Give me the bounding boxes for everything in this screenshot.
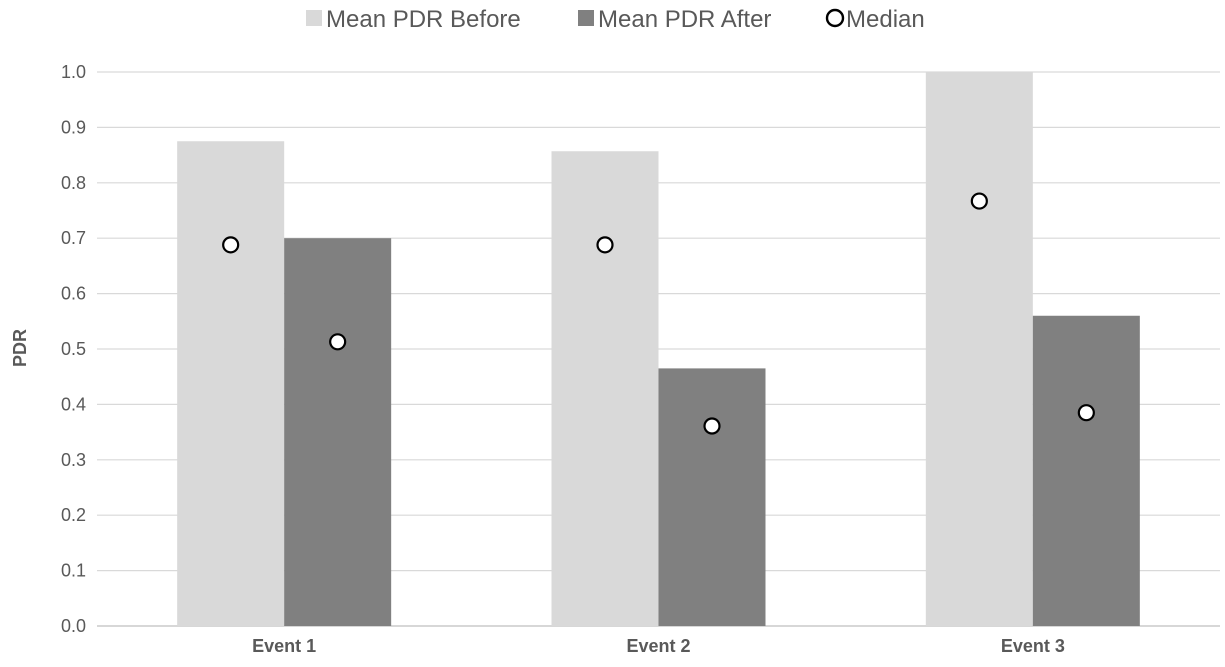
y-axis-ticks: 0.0 0.1 0.2 0.3 0.4 0.5 0.6 0.7 0.8 0.9 1.0 <box>61 62 86 636</box>
y-tick-label: 0.6 <box>61 284 86 304</box>
median-marker <box>970 192 988 210</box>
legend-swatch <box>306 10 322 26</box>
median-marker <box>222 236 240 254</box>
legend-label: Median <box>846 6 925 33</box>
legend-marker <box>825 8 845 28</box>
y-tick-label: 0.9 <box>61 117 86 137</box>
y-tick-label: 0.3 <box>61 450 86 470</box>
legend-label: Mean PDR After <box>598 6 771 33</box>
y-tick-label: 0.2 <box>61 505 86 525</box>
x-axis-ticks: Event 1 Event 2 Event 3 <box>252 636 1065 656</box>
y-tick-label: 1.0 <box>61 62 86 82</box>
median-marker <box>703 417 721 435</box>
legend-swatch <box>578 10 594 26</box>
median-marker <box>1077 404 1095 422</box>
y-axis-title: PDR <box>10 329 30 367</box>
y-tick-label: 0.0 <box>61 616 86 636</box>
bar-mean-pdr-after-2 <box>658 368 766 626</box>
median-marker <box>329 333 347 351</box>
y-tick-label: 0.1 <box>61 561 86 581</box>
x-tick-label: Event 2 <box>626 636 690 656</box>
bar-mean-pdr-after-1 <box>284 238 392 626</box>
y-tick-label: 0.7 <box>61 228 86 248</box>
legend: Mean PDR Before Mean PDR After Median <box>306 6 925 33</box>
x-tick-label: Event 1 <box>252 636 316 656</box>
y-tick-label: 0.4 <box>61 394 86 414</box>
bars <box>177 72 1140 627</box>
legend-label: Mean PDR Before <box>326 6 521 33</box>
x-tick-label: Event 3 <box>1001 636 1065 656</box>
median-marker <box>596 236 614 254</box>
y-tick-label: 0.5 <box>61 339 86 359</box>
y-tick-label: 0.8 <box>61 173 86 193</box>
bar-mean-pdr-after-3 <box>1032 315 1140 626</box>
bar-mean-pdr-before-1 <box>177 141 285 626</box>
median-markers <box>222 192 1095 435</box>
bar-mean-pdr-before-3 <box>925 72 1033 626</box>
bar-mean-pdr-before-2 <box>551 151 659 627</box>
